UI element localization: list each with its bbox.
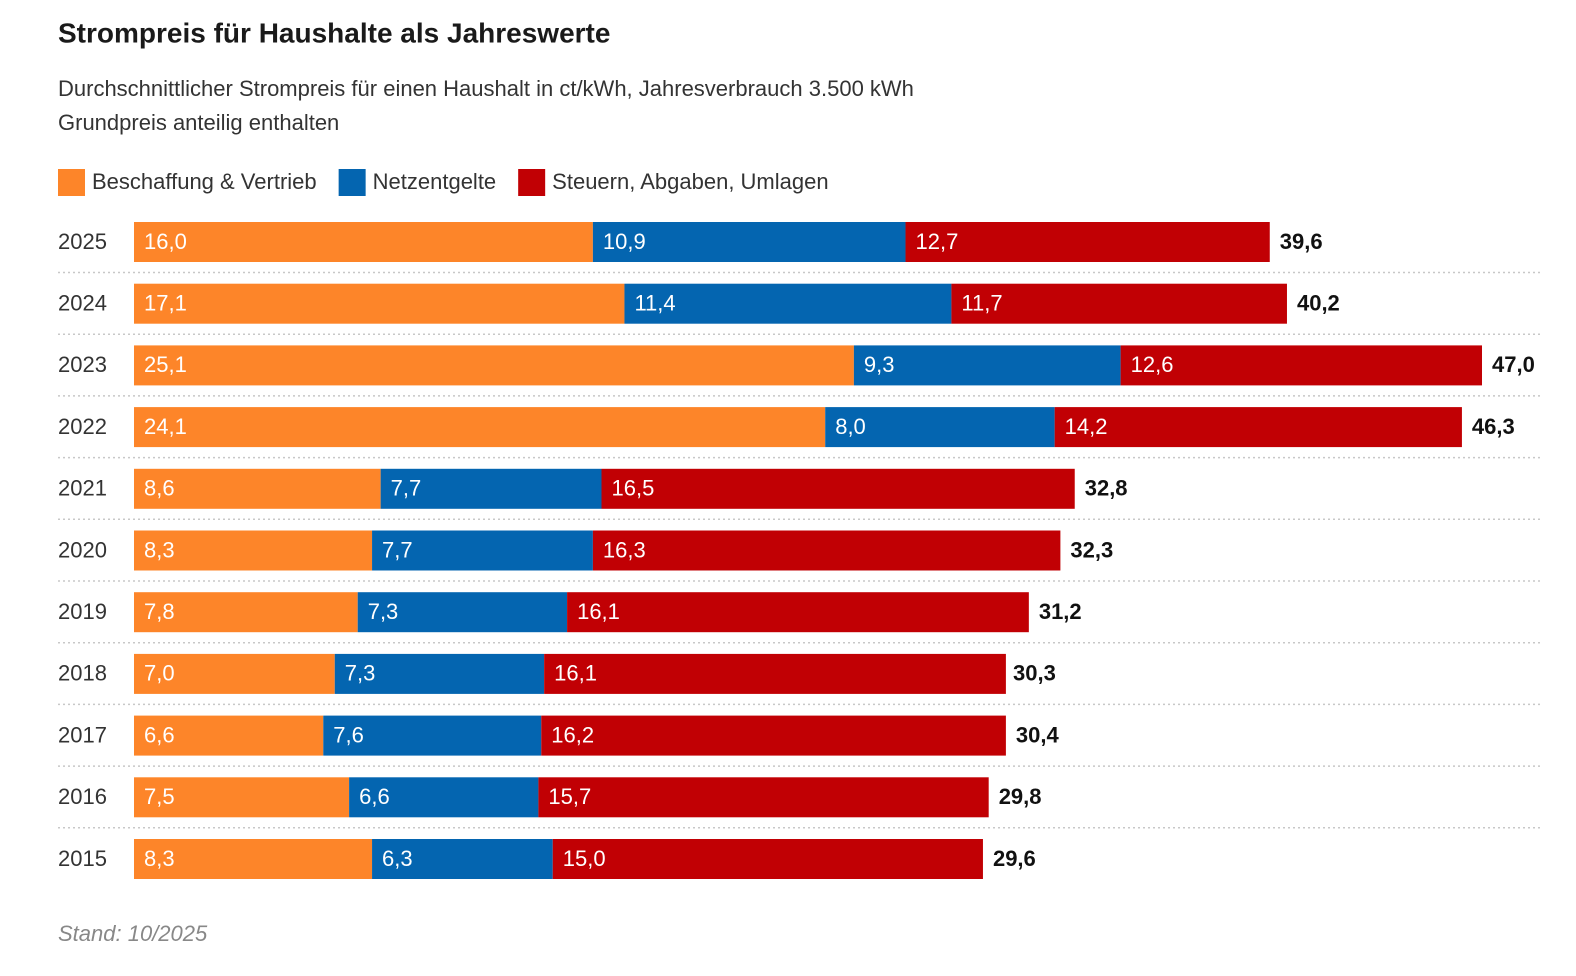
category-label: 2021	[58, 476, 107, 501]
value-label: 16,1	[554, 661, 597, 686]
bar-segment	[134, 283, 625, 324]
chart-subtitle: Durchschnittlicher Strompreis für einen …	[58, 76, 914, 101]
value-label: 6,6	[359, 784, 390, 809]
value-label: 7,7	[391, 476, 422, 501]
total-label: 32,8	[1085, 476, 1128, 501]
value-label: 16,1	[577, 599, 620, 624]
bar-segment	[601, 468, 1075, 509]
bar-segment	[349, 777, 539, 818]
value-label: 7,6	[333, 722, 364, 747]
bar-segment	[592, 530, 1061, 571]
value-label: 16,3	[603, 537, 646, 562]
bar-segment	[624, 283, 952, 324]
bar-segment	[134, 222, 593, 262]
legend-swatch	[58, 169, 85, 196]
total-label: 40,2	[1297, 291, 1340, 316]
value-label: 6,3	[382, 846, 413, 871]
value-label: 7,7	[382, 537, 413, 562]
value-label: 8,0	[835, 414, 866, 439]
bar-segment	[134, 530, 373, 571]
value-label: 16,0	[144, 229, 187, 254]
category-label: 2017	[58, 722, 107, 747]
bar-segment	[357, 592, 568, 633]
value-label: 7,8	[144, 599, 175, 624]
bar-segment	[323, 715, 542, 756]
total-label: 39,6	[1280, 229, 1323, 254]
bar-segment	[134, 715, 324, 756]
category-label: 2023	[58, 352, 107, 377]
bar-segment	[567, 592, 1029, 633]
value-label: 6,6	[144, 722, 175, 747]
category-label: 2018	[58, 661, 107, 686]
bar-segment	[380, 468, 602, 509]
value-label: 8,3	[144, 846, 175, 871]
bar-segment	[552, 839, 983, 879]
category-label: 2016	[58, 784, 107, 809]
value-label: 11,4	[634, 291, 675, 316]
bar-segment	[592, 222, 906, 262]
bar-segment	[544, 653, 1006, 694]
legend-label: Beschaffung & Vertrieb	[92, 169, 317, 194]
total-label: 31,2	[1039, 599, 1082, 624]
total-label: 30,4	[1016, 722, 1060, 747]
category-label: 2024	[58, 291, 107, 316]
bar-segment	[134, 592, 358, 633]
value-label: 16,5	[611, 476, 654, 501]
bar-segment	[372, 530, 593, 571]
bar-segment	[1054, 407, 1462, 448]
category-label: 2019	[58, 599, 107, 624]
bar-segment	[134, 653, 335, 694]
bar-segment	[905, 222, 1270, 262]
bar-segment	[1120, 345, 1482, 386]
value-label: 17,1	[144, 291, 187, 316]
legend-label: Steuern, Abgaben, Umlagen	[552, 169, 828, 194]
total-label: 30,3	[1013, 661, 1056, 686]
value-label: 16,2	[551, 722, 594, 747]
value-label: 25,1	[144, 352, 187, 377]
chart-subtitle: Grundpreis anteilig enthalten	[58, 110, 339, 135]
total-label: 46,3	[1472, 414, 1515, 439]
legend-label: Netzentgelte	[373, 169, 497, 194]
note: Stand: 10/2025	[58, 921, 208, 946]
total-label: 29,8	[999, 784, 1042, 809]
bar-segment	[825, 407, 1055, 448]
total-label: 47,0	[1492, 352, 1535, 377]
bar-segment	[538, 777, 989, 818]
value-label: 12,6	[1131, 352, 1174, 377]
value-label: 15,7	[548, 784, 591, 809]
bar-segment	[134, 777, 350, 818]
bar-segment	[334, 653, 545, 694]
category-label: 2025	[58, 229, 107, 254]
value-label: 8,6	[144, 476, 175, 501]
value-label: 8,3	[144, 537, 175, 562]
bar-segment	[134, 839, 373, 879]
value-label: 24,1	[144, 414, 187, 439]
bar-segment	[134, 407, 826, 448]
value-label: 15,0	[563, 846, 606, 871]
value-label: 7,5	[144, 784, 175, 809]
legend-swatch	[518, 169, 546, 196]
value-label: 7,3	[345, 661, 376, 686]
category-label: 2020	[58, 537, 107, 562]
legend-swatch	[338, 169, 366, 196]
value-label: 11,7	[961, 291, 1002, 316]
bar-segment	[134, 468, 381, 509]
chart-title: Strompreis für Haushalte als Jahreswerte	[58, 17, 610, 48]
bar-segment	[372, 839, 553, 879]
bar-segment	[951, 283, 1287, 324]
category-label: 2022	[58, 414, 107, 439]
bar-segment	[134, 345, 854, 386]
value-label: 7,3	[368, 599, 399, 624]
value-label: 14,2	[1065, 414, 1108, 439]
value-label: 7,0	[144, 661, 175, 686]
category-label: 2015	[58, 846, 107, 871]
total-label: 32,3	[1070, 537, 1113, 562]
total-label: 29,6	[993, 846, 1036, 871]
value-label: 9,3	[864, 352, 895, 377]
bar-segment	[853, 345, 1121, 386]
value-label: 12,7	[916, 229, 959, 254]
value-label: 10,9	[603, 229, 646, 254]
bar-segment	[541, 715, 1006, 756]
